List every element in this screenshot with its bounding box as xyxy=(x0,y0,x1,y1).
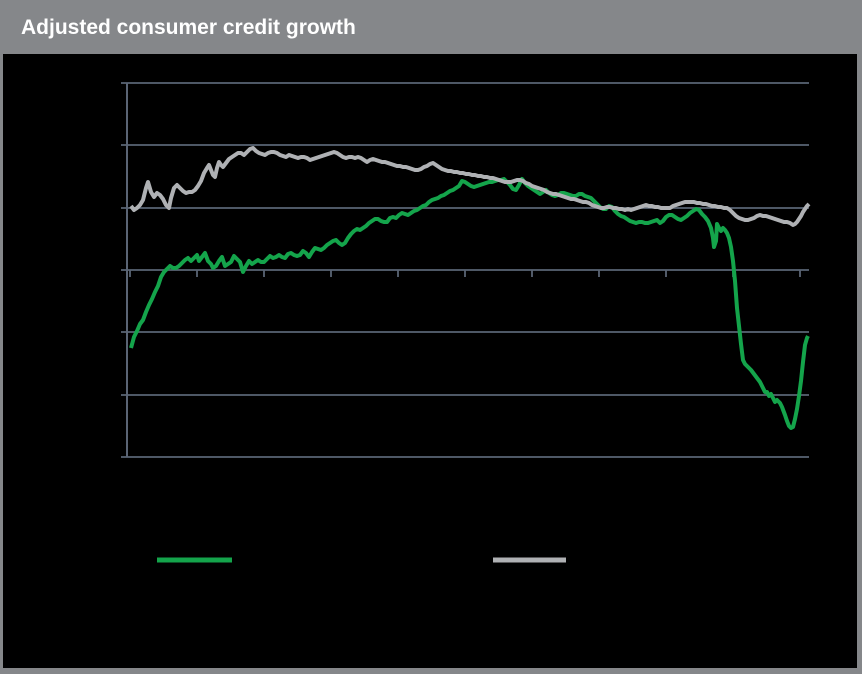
series-line-gray-series xyxy=(129,146,811,227)
series-line-green-series xyxy=(129,177,810,430)
chart-title: Adjusted consumer credit growth xyxy=(21,15,356,39)
frame-border-bottom xyxy=(0,668,862,674)
frame-border-left xyxy=(0,54,3,674)
title-bar: Adjusted consumer credit growth xyxy=(0,0,862,54)
frame-border-right xyxy=(857,54,862,674)
